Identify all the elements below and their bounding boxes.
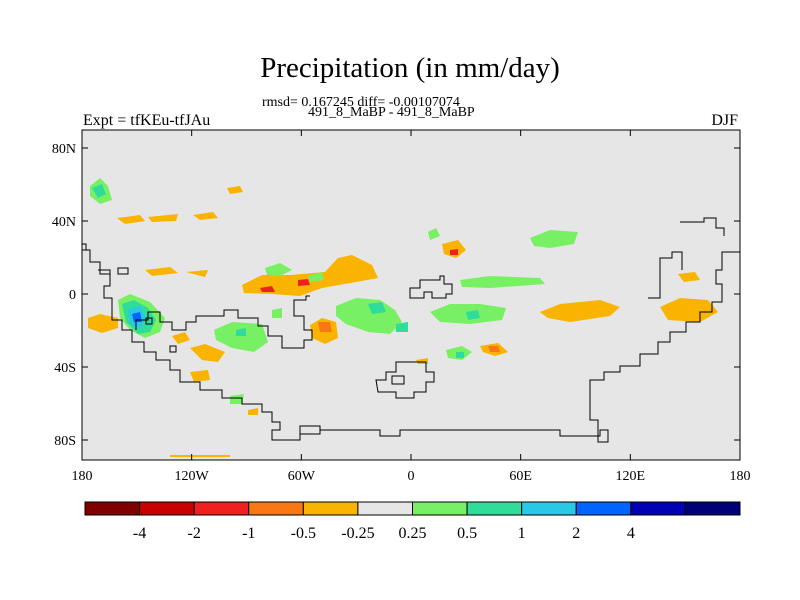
lat-tick-label: 0 [69,288,76,303]
lat-tick-label: 80N [52,142,76,157]
map-background [82,130,740,460]
lat-tick-label: 40N [52,215,76,230]
colorbar-label: 0.5 [457,525,477,542]
anomaly-patch [466,310,480,320]
anomaly-patch [396,322,408,332]
coastline-east [648,217,725,299]
anomaly-patch [272,308,282,318]
anomaly-patch [248,408,258,415]
anomaly-patch [214,322,268,352]
case-subtitle: 491_8_MaBP - 491_8_MaBP [308,105,475,120]
lat-tick-label: 80S [54,434,76,449]
lat-tick-label: 40S [54,361,76,376]
anomaly-patch [117,215,145,224]
anomaly-patch [456,352,464,358]
colorbar-label: 0.25 [399,525,427,542]
lon-tick-label: 60E [509,469,532,484]
coastlines [82,217,740,443]
anomaly-patch [318,322,332,332]
coastline-inner-loop [391,375,405,385]
colorbar-swatch [84,501,141,516]
anomaly-patch [298,279,310,286]
colorbar-swatch [357,501,413,516]
anomaly-patch [678,272,700,282]
colorbar-swatch [630,501,686,516]
lon-tick-label: 180 [730,469,751,484]
colorbar-swatch [684,501,741,516]
colorbar-swatch [139,501,195,516]
lon-tick-label: 0 [408,469,415,484]
anomaly-patch [336,298,402,334]
rmsd-subtitle: rmsd= 0.167245 diff= -0.00107074 [262,95,460,110]
anomaly-patch [186,270,208,277]
colorbar-label: -0.25 [341,525,374,542]
anomaly-patch [540,300,620,322]
colorbar-swatch [302,501,359,516]
coastline-island-south [375,361,435,399]
coastline-south-small [145,317,321,435]
anomaly-patch [227,186,243,194]
colorbar-swatch [521,501,577,516]
anomaly-patch [488,346,500,352]
anomaly-patch [660,298,718,322]
plot-title: Precipitation (in mm/day) [260,52,560,84]
anomaly-patch [265,263,292,276]
anomaly-patch [460,276,545,288]
coastline-africa [409,275,453,299]
colorbar-label: 2 [572,525,580,542]
lon-tick-label: 60W [288,469,316,484]
anomaly-patch [530,230,578,248]
colorbar-label: -2 [188,525,201,542]
colorbar-swatch [248,501,304,516]
colorbar-swatch [193,501,250,516]
anomaly-patch [230,394,244,404]
anomaly-patch [308,272,324,282]
colorbar-swatch [466,501,523,516]
anomaly-patch [368,302,386,314]
anomaly-patch [450,249,458,255]
lon-tick-label: 180 [72,469,93,484]
colorbar: -4 -2 -1 -0.5 -0.25 0.25 0.5 1 2 4 [84,501,741,542]
colorbar-label: -4 [133,525,146,542]
coastline-americas-west [135,295,313,349]
lon-tick-label: 120W [175,469,210,484]
colorbar-label: 1 [518,525,526,542]
anomaly-patch [190,370,210,382]
anomaly-patch [148,214,178,222]
colorbar-label: -1 [242,525,255,542]
lon-tick-label: 120E [616,469,646,484]
anomaly-patch [145,267,178,276]
anomaly-patch [260,286,275,292]
colorbar-label: -0.5 [291,525,316,542]
colorbar-label: 4 [627,525,635,542]
anomaly-patch [428,228,440,240]
anomaly-patch [88,314,118,333]
experiment-label: Expt = tfKEu-tfJAu [83,112,211,129]
axis-tick-labels: 80N 40N 0 40S 80S 180 120W 60W 0 60E 120E 180 [52,142,751,484]
season-label: DJF [711,112,738,129]
coastline-north [82,243,129,275]
colorbar-swatch [575,501,632,516]
anomaly-patch [236,328,246,336]
anomaly-patch [193,212,218,220]
anomaly-patch [172,332,190,344]
strong-negative-patches [260,249,458,292]
anomaly-patch [442,240,466,258]
colorbar-swatch [412,501,468,516]
axis-ticks [81,130,741,460]
anomaly-patch [190,344,225,362]
anomaly-patch [92,184,106,198]
moderate-negative-patches [318,322,500,352]
